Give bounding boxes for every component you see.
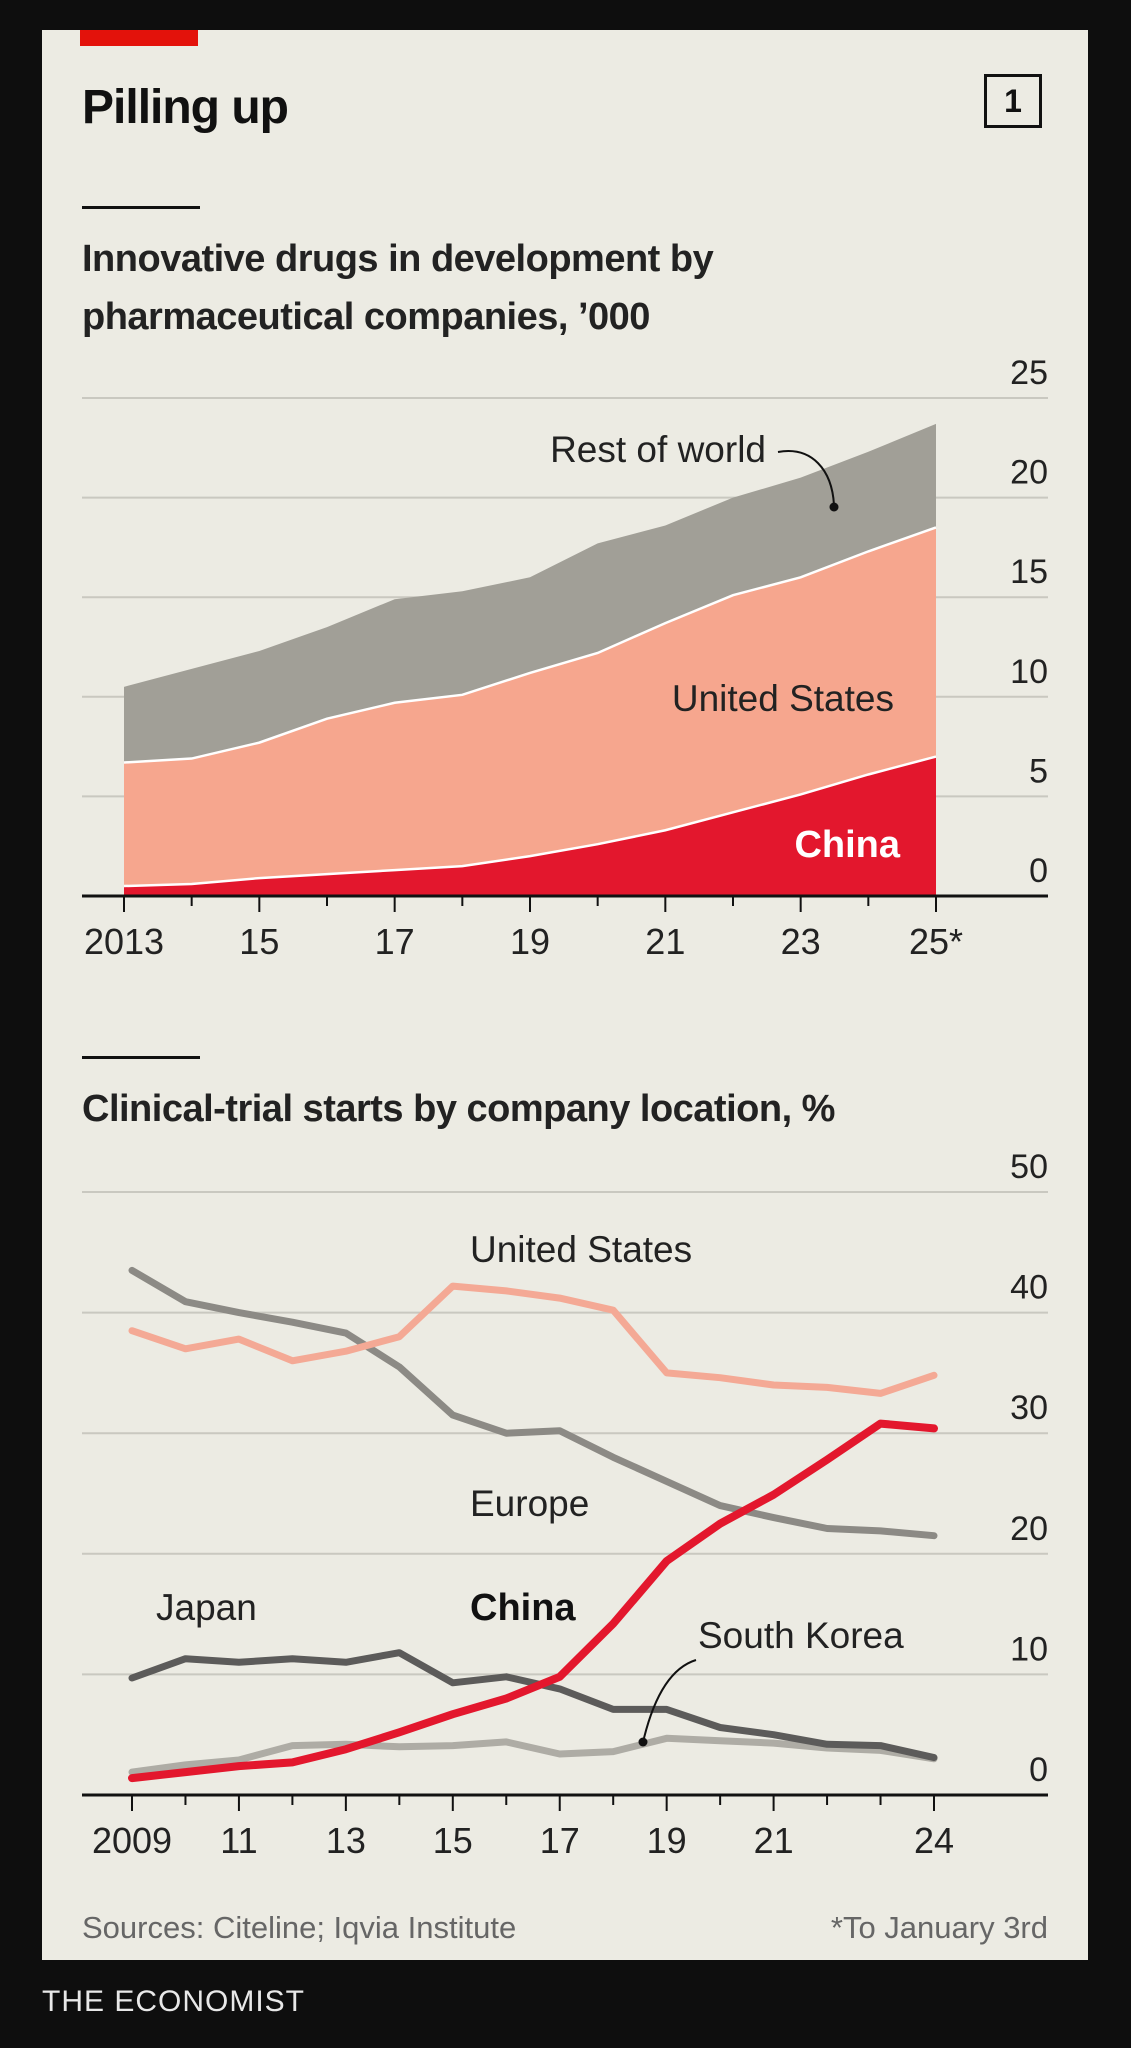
line-xtick-label-2017: 17 bbox=[540, 1820, 580, 1861]
united-states-line-label: United States bbox=[470, 1229, 692, 1270]
line-ytick-label-20: 20 bbox=[1010, 1510, 1048, 1548]
line-xtick-label-2009: 2009 bbox=[92, 1820, 172, 1861]
line-xtick-label-2015: 15 bbox=[433, 1820, 473, 1861]
south-korea-leader-dot bbox=[638, 1737, 648, 1747]
chart-number-badge: 1 bbox=[984, 74, 1042, 128]
united-states-area-label: United States bbox=[672, 678, 894, 719]
line-xtick-label-2019: 19 bbox=[647, 1820, 687, 1861]
china-area bbox=[124, 756, 936, 896]
sources-note: Sources: Citeline; Iqvia Institute bbox=[82, 1910, 517, 1945]
united-states-area bbox=[124, 527, 936, 887]
footnote: *To January 3rd bbox=[830, 1910, 1048, 1945]
united-states-line bbox=[128, 1282, 938, 1397]
line-ytick-label-0: 0 bbox=[1029, 1751, 1048, 1789]
area-xtick-label-2017: 17 bbox=[375, 921, 415, 962]
area-ytick-label-20: 20 bbox=[1010, 454, 1048, 492]
area-ytick-label-5: 5 bbox=[1029, 752, 1048, 790]
area-xtick-label-2019: 19 bbox=[510, 921, 550, 962]
area-ytick-label-25: 25 bbox=[1010, 354, 1048, 392]
line-xtick-label-2013: 13 bbox=[326, 1820, 366, 1861]
area-ytick-label-10: 10 bbox=[1010, 653, 1048, 691]
line-xtick-label-2021: 21 bbox=[754, 1820, 794, 1861]
subtitle-rule-2 bbox=[82, 1056, 200, 1059]
south-korea-line bbox=[128, 1734, 938, 1776]
chart-card: Pilling up 1 Innovative drugs in develop… bbox=[42, 30, 1088, 1960]
publisher-brand: THE ECONOMIST bbox=[42, 1985, 306, 2018]
line-ytick-label-50: 50 bbox=[1010, 1148, 1048, 1186]
rest-of-world-leader-dot bbox=[829, 502, 839, 512]
line-ytick-label-40: 40 bbox=[1010, 1269, 1048, 1307]
area-ytick-label-15: 15 bbox=[1010, 553, 1048, 591]
area-boundary-line-1 bbox=[123, 755, 937, 888]
south-korea-leader-line bbox=[643, 1659, 697, 1739]
area-xtick-label-2025: 25* bbox=[909, 921, 963, 962]
area-boundary-line-2 bbox=[123, 526, 937, 764]
line-chart: 0 10 20 30 40 50 2009 11 13 15 17 19 21 24 United Stat… bbox=[82, 1148, 1048, 1861]
europe-line-label: Europe bbox=[470, 1483, 589, 1524]
line-ytick-label-10: 10 bbox=[1010, 1630, 1048, 1668]
rest-of-world-area-label: Rest of world bbox=[550, 429, 766, 470]
area-xtick-label-2021: 21 bbox=[645, 921, 685, 962]
area-xtick-label-2015: 15 bbox=[239, 921, 279, 962]
china-line bbox=[128, 1419, 938, 1783]
rest-of-world-area bbox=[124, 423, 936, 763]
area-chart-subtitle: Innovative drugs in development by pharm… bbox=[82, 238, 714, 338]
area-xtick-label-2023: 23 bbox=[781, 921, 821, 962]
line-xtick-label-2024: 24 bbox=[914, 1820, 954, 1861]
line-chart-subtitle: Clinical-trial starts by company locatio… bbox=[82, 1088, 835, 1130]
china-area-label: China bbox=[794, 824, 900, 866]
europe-line bbox=[128, 1266, 938, 1540]
rest-of-world-leader-line bbox=[777, 450, 835, 506]
japan-line-label: Japan bbox=[156, 1587, 257, 1628]
chart-title: Pilling up bbox=[82, 81, 289, 134]
area-xtick-label-2013: 2013 bbox=[84, 921, 164, 962]
subtitle-rule-1 bbox=[82, 206, 200, 209]
area-chart: 0 5 10 15 20 25 2013 15 17 19 21 23 25* China United S… bbox=[82, 354, 1048, 962]
line-ytick-label-30: 30 bbox=[1010, 1389, 1048, 1427]
china-line-label: China bbox=[470, 1587, 576, 1629]
area-ytick-label-0: 0 bbox=[1029, 852, 1048, 890]
brand-red-tab bbox=[80, 30, 198, 46]
line-xtick-label-2011: 11 bbox=[220, 1820, 257, 1861]
south-korea-line-label: South Korea bbox=[698, 1615, 904, 1656]
japan-line bbox=[128, 1649, 938, 1762]
